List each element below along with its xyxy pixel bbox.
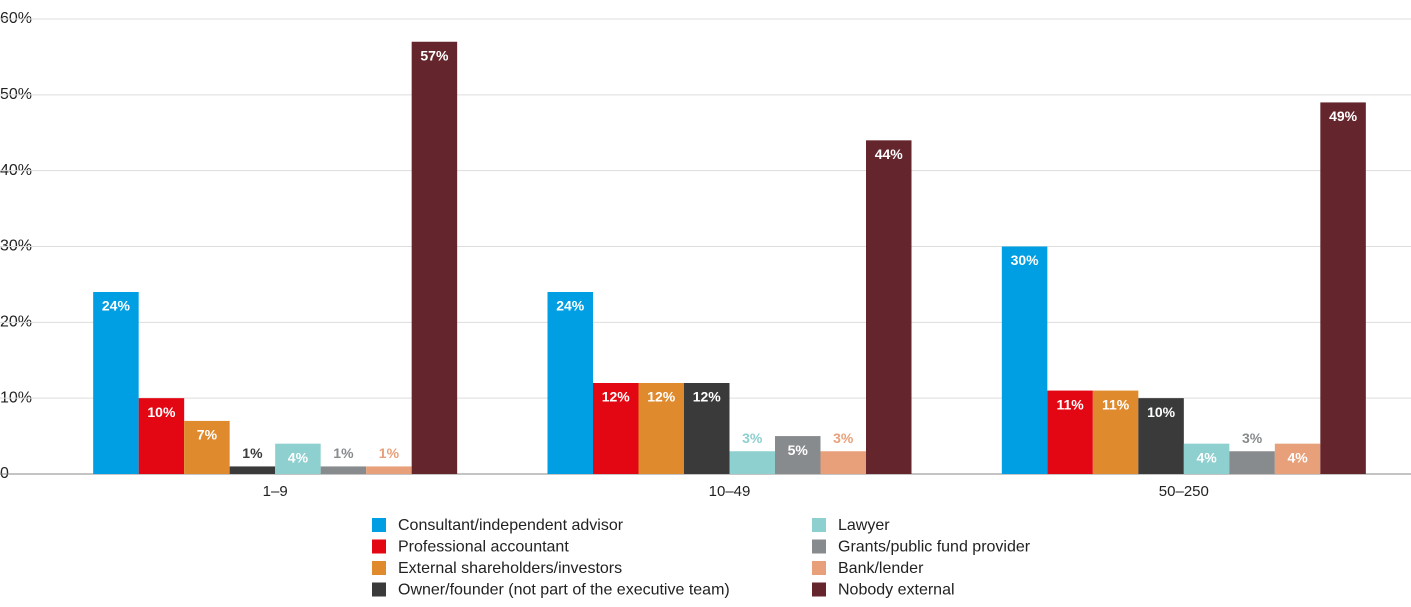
value-label: 24% <box>102 298 131 314</box>
bar <box>684 383 730 474</box>
bar <box>366 466 412 474</box>
value-label: 4% <box>288 449 309 465</box>
bar <box>820 451 866 474</box>
value-label: 1% <box>333 445 354 461</box>
value-label: 7% <box>197 427 218 443</box>
value-label: 30% <box>1011 252 1040 268</box>
value-label: 44% <box>875 146 904 162</box>
bar <box>1183 443 1230 474</box>
bar <box>638 383 684 474</box>
legend-swatch <box>812 539 826 554</box>
value-label: 12% <box>693 389 722 405</box>
bar <box>184 420 230 474</box>
legend-label: Lawyer <box>838 517 890 534</box>
legend-label: Bank/lender <box>838 560 924 577</box>
value-label: 12% <box>647 389 676 405</box>
value-label: 12% <box>602 389 631 405</box>
bar <box>775 436 821 474</box>
legend-swatch <box>372 582 386 597</box>
bar <box>275 443 321 474</box>
bar <box>1229 451 1275 474</box>
legend-label: Owner/founder (not part of the executive… <box>398 582 730 599</box>
legend-swatch <box>812 582 826 597</box>
x-tick-label: 50–250 <box>1159 483 1209 500</box>
bar <box>229 466 276 474</box>
value-label: 1% <box>379 445 400 461</box>
value-label: 3% <box>1242 430 1263 446</box>
value-label: 10% <box>147 404 176 420</box>
legend-swatch <box>372 561 386 575</box>
bar <box>320 466 367 474</box>
bar <box>593 383 639 474</box>
value-label: 49% <box>1329 108 1358 124</box>
value-label: 10% <box>1147 404 1176 420</box>
legend-swatch <box>372 539 386 554</box>
bar <box>1138 398 1184 474</box>
bar <box>1047 390 1093 474</box>
bar <box>138 398 185 474</box>
bar <box>1001 246 1048 474</box>
legend-label: External shareholders/investors <box>398 560 622 577</box>
value-label: 4% <box>1196 449 1217 465</box>
x-tick-label: 10–49 <box>709 483 751 500</box>
value-label: 11% <box>1102 396 1130 412</box>
bar <box>1274 443 1321 474</box>
bar <box>411 41 458 474</box>
value-label: 5% <box>788 442 809 458</box>
legend-label: Consultant/independent advisor <box>398 517 624 534</box>
legend-swatch <box>372 518 386 532</box>
bar <box>729 451 775 474</box>
bar <box>93 292 139 474</box>
bar <box>547 292 593 474</box>
value-label: 3% <box>742 430 763 446</box>
bar <box>1092 390 1139 474</box>
bar <box>866 140 912 475</box>
value-label: 57% <box>420 47 449 63</box>
value-label: 11% <box>1056 396 1084 412</box>
value-label: 3% <box>833 430 854 446</box>
legend-label: Nobody external <box>838 582 955 599</box>
legend-label: Grants/public fund provider <box>838 539 1031 556</box>
value-label: 24% <box>556 298 585 314</box>
bar <box>1320 102 1366 475</box>
x-tick-label: 1–9 <box>263 483 288 500</box>
value-label: 1% <box>242 445 263 461</box>
legend-label: Professional accountant <box>398 539 569 556</box>
legend-swatch <box>812 561 826 575</box>
value-label: 4% <box>1287 449 1308 465</box>
legend-swatch <box>812 518 826 532</box>
